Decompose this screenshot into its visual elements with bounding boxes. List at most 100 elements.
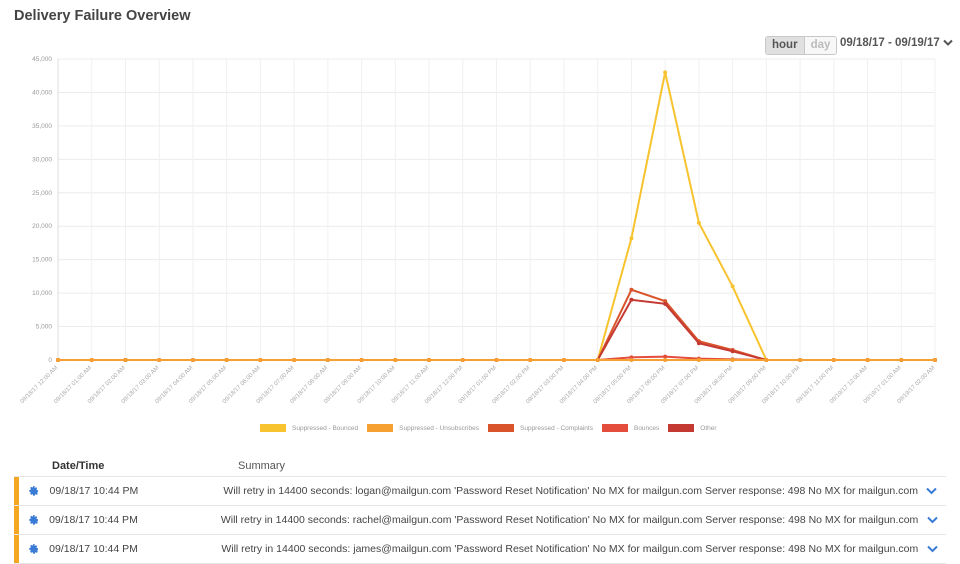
hour-button[interactable]: hour bbox=[766, 37, 805, 54]
legend-swatch bbox=[488, 424, 514, 432]
x-tick-label: 09/18/17 07:00 AM bbox=[256, 365, 296, 405]
row-summary: Will retry in 14400 seconds: logan@mailg… bbox=[223, 485, 918, 497]
data-point[interactable] bbox=[56, 358, 60, 362]
legend-label: Suppressed - Unsubscribes bbox=[399, 424, 479, 432]
gear-icon[interactable] bbox=[19, 486, 50, 496]
gear-icon[interactable] bbox=[19, 544, 50, 554]
data-point[interactable] bbox=[798, 358, 803, 362]
status-bar bbox=[14, 535, 19, 563]
data-point[interactable] bbox=[393, 358, 398, 362]
legend-label: Suppressed - Bounced bbox=[292, 424, 359, 432]
y-tick-label: 20,000 bbox=[32, 223, 52, 230]
data-point[interactable] bbox=[933, 358, 937, 362]
data-point[interactable] bbox=[696, 220, 701, 225]
data-point[interactable] bbox=[730, 284, 735, 289]
legend-swatch bbox=[601, 424, 628, 432]
data-point[interactable] bbox=[629, 236, 634, 241]
y-tick-label: 0 bbox=[48, 357, 52, 364]
granularity-toggle[interactable]: hour day bbox=[765, 36, 838, 55]
row-datetime: 09/18/17 10:44 PM bbox=[49, 543, 138, 555]
legend-item[interactable]: Suppressed - Bounced bbox=[260, 424, 358, 432]
data-point[interactable] bbox=[629, 287, 634, 292]
data-point[interactable] bbox=[663, 354, 668, 359]
data-point[interactable] bbox=[629, 358, 634, 362]
data-point[interactable] bbox=[663, 301, 668, 306]
data-point[interactable] bbox=[325, 358, 330, 362]
line-chart: 0 5,000 10,000 15,000 20,000 25,000 30,000 35,0… bbox=[20, 56, 937, 405]
x-tick-label: 09/18/17 11:00 PM bbox=[795, 365, 835, 405]
expand-chevron-icon[interactable] bbox=[918, 516, 946, 524]
y-tick-label: 10,000 bbox=[32, 290, 52, 297]
table-row[interactable]: 09/18/17 10:44 PM Will retry in 14400 sec… bbox=[14, 476, 946, 505]
legend-label: Suppressed - Complaints bbox=[520, 424, 593, 432]
row-datetime: 09/18/17 10:44 PM bbox=[49, 485, 139, 497]
chart-legend: Suppressed - Bounced Suppressed - Unsubsc… bbox=[260, 424, 720, 432]
x-tick-label: 09/18/17 08:00 AM bbox=[289, 365, 329, 405]
data-point[interactable] bbox=[696, 341, 701, 346]
legend-item[interactable]: Other bbox=[668, 424, 717, 432]
data-point[interactable] bbox=[899, 358, 904, 362]
x-tick-label: 09/19/17 01:00 AM bbox=[863, 365, 903, 405]
data-point[interactable] bbox=[696, 358, 701, 362]
data-point[interactable] bbox=[629, 297, 634, 302]
data-point[interactable] bbox=[89, 358, 94, 362]
data-point[interactable] bbox=[663, 70, 668, 75]
y-tick-label: 15,000 bbox=[32, 257, 52, 264]
legend-swatch bbox=[367, 424, 394, 432]
data-point[interactable] bbox=[190, 358, 195, 362]
table-header: Date/Time Summary bbox=[14, 460, 946, 476]
x-tick-label: 09/19/17 12:00 AM bbox=[829, 365, 869, 405]
table-row[interactable]: 09/18/17 10:44 PM Will retry in 14400 sec… bbox=[14, 505, 946, 534]
x-tick-label: 09/18/17 04:00 PM bbox=[559, 365, 599, 405]
x-tick-label: 09/18/17 11:00 AM bbox=[391, 365, 431, 405]
y-tick-label: 30,000 bbox=[32, 156, 52, 163]
x-tick-label: 09/18/17 05:00 AM bbox=[188, 365, 228, 405]
x-tick-label: 09/18/17 12:00 PM bbox=[424, 365, 464, 405]
data-point[interactable] bbox=[258, 358, 263, 362]
data-point[interactable] bbox=[865, 358, 870, 362]
column-header-summary: Summary bbox=[238, 460, 286, 472]
y-tick-label: 45,000 bbox=[32, 56, 52, 63]
data-point[interactable] bbox=[494, 358, 499, 362]
data-point[interactable] bbox=[730, 358, 735, 362]
data-point[interactable] bbox=[224, 358, 229, 362]
x-tick-label: 09/18/17 09:00 AM bbox=[323, 365, 363, 405]
y-tick-label: 25,000 bbox=[32, 190, 52, 197]
table-row[interactable]: 09/18/17 10:44 PM Will retry in 14400 sec… bbox=[14, 534, 946, 564]
data-point[interactable] bbox=[157, 358, 162, 362]
data-point[interactable] bbox=[831, 358, 836, 362]
legend-item[interactable]: Suppressed - Unsubscribes bbox=[367, 424, 479, 432]
data-point[interactable] bbox=[595, 358, 600, 362]
data-point[interactable] bbox=[292, 358, 297, 362]
data-point[interactable] bbox=[460, 358, 465, 362]
x-tick-label: 09/19/17 02:00 AM bbox=[897, 365, 937, 405]
legend-swatch bbox=[260, 424, 286, 432]
legend-item[interactable]: Suppressed - Complaints bbox=[488, 424, 593, 432]
events-table: Date/Time Summary 09/18/17 10:44 PM Will … bbox=[14, 460, 946, 564]
day-button[interactable]: day bbox=[804, 37, 837, 54]
data-point[interactable] bbox=[359, 358, 364, 362]
data-point[interactable] bbox=[528, 358, 533, 362]
x-tick-label: 09/18/17 07:00 PM bbox=[660, 365, 700, 405]
data-point[interactable] bbox=[730, 349, 735, 354]
data-point[interactable] bbox=[427, 358, 432, 362]
x-tick-label: 09/18/17 08:00 PM bbox=[694, 365, 734, 405]
x-tick-label: 09/18/17 06:00 AM bbox=[222, 365, 262, 405]
row-summary: Will retry in 14400 seconds: james@mailg… bbox=[221, 543, 919, 555]
expand-chevron-icon[interactable] bbox=[918, 487, 946, 495]
row-datetime: 09/18/17 10:44 PM bbox=[49, 514, 138, 526]
x-tick-label: 09/18/17 09:00 PM bbox=[728, 365, 768, 405]
status-bar bbox=[14, 477, 19, 505]
data-point[interactable] bbox=[764, 358, 769, 362]
page-title: Delivery Failure Overview bbox=[14, 8, 191, 24]
date-range-picker[interactable]: 09/18/17 - 09/19/17 bbox=[840, 37, 953, 49]
gear-icon[interactable] bbox=[19, 515, 49, 525]
legend-item[interactable]: Bounces bbox=[601, 424, 660, 432]
data-point[interactable] bbox=[561, 358, 566, 362]
x-tick-label: 09/18/17 12:00 AM bbox=[20, 365, 60, 405]
data-point[interactable] bbox=[663, 358, 668, 362]
legend-label: Bounces bbox=[633, 424, 660, 432]
expand-chevron-icon[interactable] bbox=[918, 545, 946, 553]
legend-swatch bbox=[668, 424, 695, 432]
data-point[interactable] bbox=[123, 358, 128, 362]
